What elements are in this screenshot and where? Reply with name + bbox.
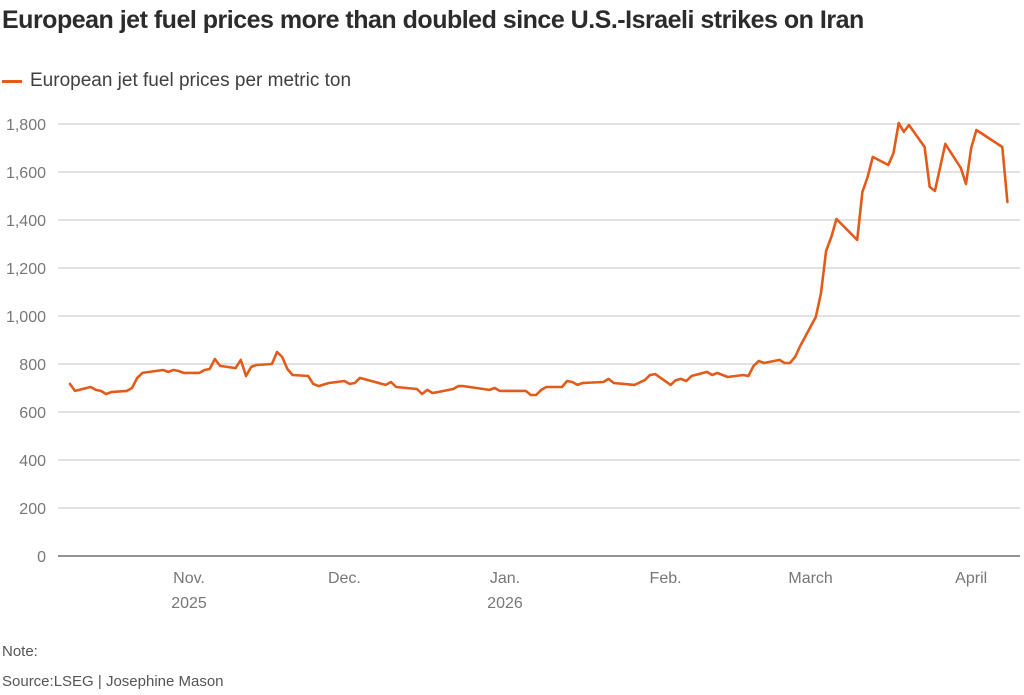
chart-note: Note:	[2, 643, 38, 660]
legend-swatch	[2, 79, 22, 83]
x-tick-label: Feb.	[650, 570, 682, 587]
y-tick-label: 400	[19, 453, 46, 470]
x-tick-sublabel: 2025	[171, 595, 207, 612]
series-line	[68, 121, 1009, 397]
y-tick-label: 0	[37, 549, 46, 566]
x-tick-label: Nov.	[173, 570, 205, 587]
chart-source: Source:LSEG | Josephine Mason	[2, 673, 224, 690]
x-tick-label: Jan.	[490, 570, 520, 587]
x-tick-label: March	[788, 570, 832, 587]
y-tick-label: 1,200	[6, 261, 46, 278]
y-tick-label: 1,600	[6, 165, 46, 182]
x-tick-label: April	[955, 570, 987, 587]
y-tick-label: 200	[19, 501, 46, 518]
y-tick-label: 1,400	[6, 213, 46, 230]
y-tick-label: 800	[19, 357, 46, 374]
x-tick-sublabel: 2026	[487, 595, 523, 612]
x-tick-label: Dec.	[328, 570, 361, 587]
legend: European jet fuel prices per metric ton	[2, 70, 351, 92]
chart-title: European jet fuel prices more than doubl…	[2, 6, 864, 34]
y-tick-label: 1,000	[6, 309, 46, 326]
legend-label: European jet fuel prices per metric ton	[30, 70, 352, 91]
y-tick-label: 600	[19, 405, 46, 422]
y-tick-label: 1,800	[6, 117, 46, 134]
